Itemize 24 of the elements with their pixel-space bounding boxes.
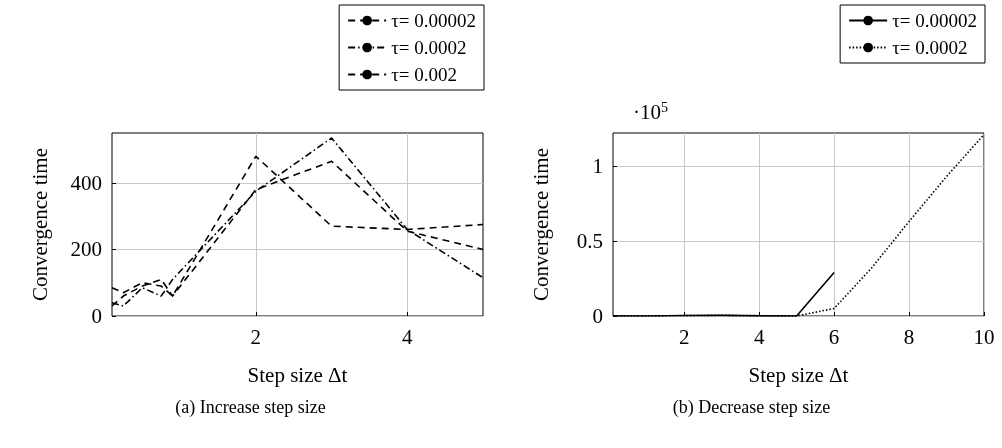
y-tick-label: 200	[70, 237, 102, 262]
x-axis-title: Step size Δt	[748, 362, 849, 387]
text: (b) Decrease step size	[672, 397, 831, 418]
x-tick-label: 10	[973, 324, 995, 349]
y-tick-label: 1	[592, 154, 603, 178]
y-tick-label: 0	[592, 304, 603, 328]
legend-label: τ= 0.00002	[892, 10, 978, 31]
y-axis-title: Convergence time	[528, 148, 553, 301]
x-tick-label: 2	[250, 324, 262, 349]
y-tick-label: 400	[70, 170, 102, 195]
legend-label: τ= 0.0002	[892, 37, 968, 58]
y-tick-label: 0.5	[576, 229, 603, 253]
legend-label: τ= 0.0002	[391, 37, 467, 58]
x-tick-label: 8	[903, 324, 915, 349]
x-tick-label: 4	[753, 324, 765, 349]
x-tick-label: 4	[402, 324, 414, 349]
x-tick-label: 2	[678, 324, 690, 349]
text: (a) Increase step size	[175, 397, 326, 418]
y-axis-title: Convergence time	[27, 148, 52, 301]
x-tick-label: 6	[828, 324, 840, 349]
legend-label: τ= 0.00002	[391, 10, 477, 31]
legend-label: τ= 0.002	[391, 64, 458, 85]
x-axis-title: Step size Δt	[247, 362, 348, 387]
y-tick-label: 0	[91, 304, 102, 328]
